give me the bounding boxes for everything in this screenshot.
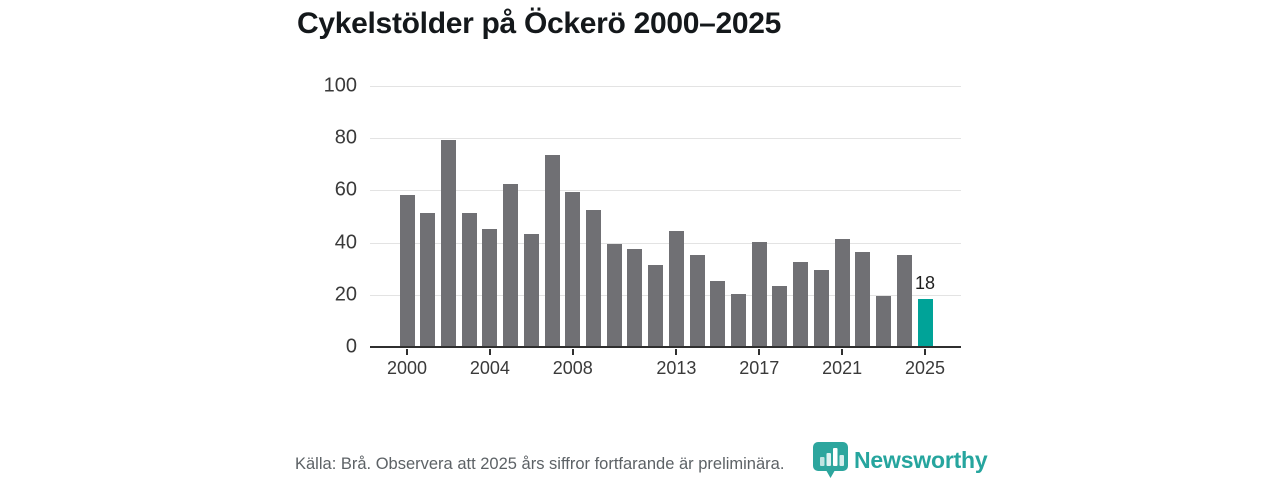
bar-2024	[896, 254, 912, 346]
x-axis-tick-label: 2013	[656, 358, 697, 378]
bar-2011	[627, 249, 643, 346]
gridline-100	[370, 86, 961, 87]
x-axis-tick-label: 2017	[739, 358, 780, 378]
bar-2022	[855, 252, 871, 346]
bar-2018	[772, 285, 788, 346]
y-axis-tick-label: 40	[334, 231, 357, 254]
bar-2004	[482, 228, 498, 346]
x-axis-tick	[406, 349, 408, 355]
y-axis-labels: 0 20 40 60 80 100	[280, 75, 357, 358]
x-axis-tick-label: 2008	[552, 358, 593, 378]
bar-2020	[813, 270, 829, 346]
chart-title: Cykelstölder på Öckerö 2000–2025	[297, 7, 782, 40]
x-axis-tick	[758, 349, 761, 355]
bar-chart-bubble-icon	[812, 441, 849, 479]
bar-2000	[399, 194, 415, 346]
x-axis-tick-label: 2025	[904, 358, 946, 378]
bar-2007	[544, 155, 560, 346]
plot-area: 18 2000 2004 2008 2013 2017 2021 2025	[370, 86, 961, 378]
gridline-40	[370, 242, 961, 244]
x-axis-tick	[488, 349, 491, 355]
x-axis-tick-label: 2004	[469, 358, 510, 378]
bar-2023	[876, 296, 892, 346]
bar-2013	[668, 231, 684, 346]
bar-2009	[585, 210, 601, 346]
x-axis-tick	[924, 349, 926, 355]
bar-2025	[917, 299, 933, 346]
bar-2002	[440, 139, 456, 346]
x-axis-tick	[841, 349, 844, 355]
y-axis-tick-label: 0	[345, 335, 357, 358]
x-axis-tick-label: 2000	[386, 358, 428, 378]
x-axis-tick	[675, 349, 678, 355]
bar-2003	[461, 212, 477, 346]
y-axis-tick-label: 100	[323, 74, 357, 97]
gridline-80	[370, 138, 961, 140]
y-axis-tick-label: 80	[334, 126, 357, 149]
bar-2008	[565, 192, 581, 346]
bar-2006	[523, 233, 539, 346]
gridline-60	[370, 190, 961, 192]
bar-2015	[710, 280, 726, 346]
bar-2010	[606, 244, 622, 346]
bar-2019	[793, 262, 809, 346]
x-axis-line	[370, 346, 961, 348]
y-axis-tick-label: 20	[334, 283, 357, 306]
bar-2016	[731, 293, 747, 346]
x-axis-tick-label: 2021	[822, 358, 863, 378]
bar-2021	[834, 239, 850, 346]
bar-2012	[648, 265, 664, 346]
newsworthy-wordmark: Newsworthy	[854, 446, 988, 473]
bar-2001	[420, 212, 436, 346]
newsworthy-logo[interactable]: Newsworthy	[812, 441, 988, 479]
bar-2014	[689, 254, 705, 346]
bar-2017	[751, 241, 767, 346]
bar-2005	[503, 184, 519, 346]
highlight-value-label: 18	[914, 273, 936, 294]
source-note: Källa: Brå. Observera att 2025 års siffr…	[295, 455, 785, 473]
gridline-20	[370, 294, 961, 296]
x-axis-tick	[571, 349, 574, 355]
y-axis-tick-label: 60	[334, 178, 357, 201]
